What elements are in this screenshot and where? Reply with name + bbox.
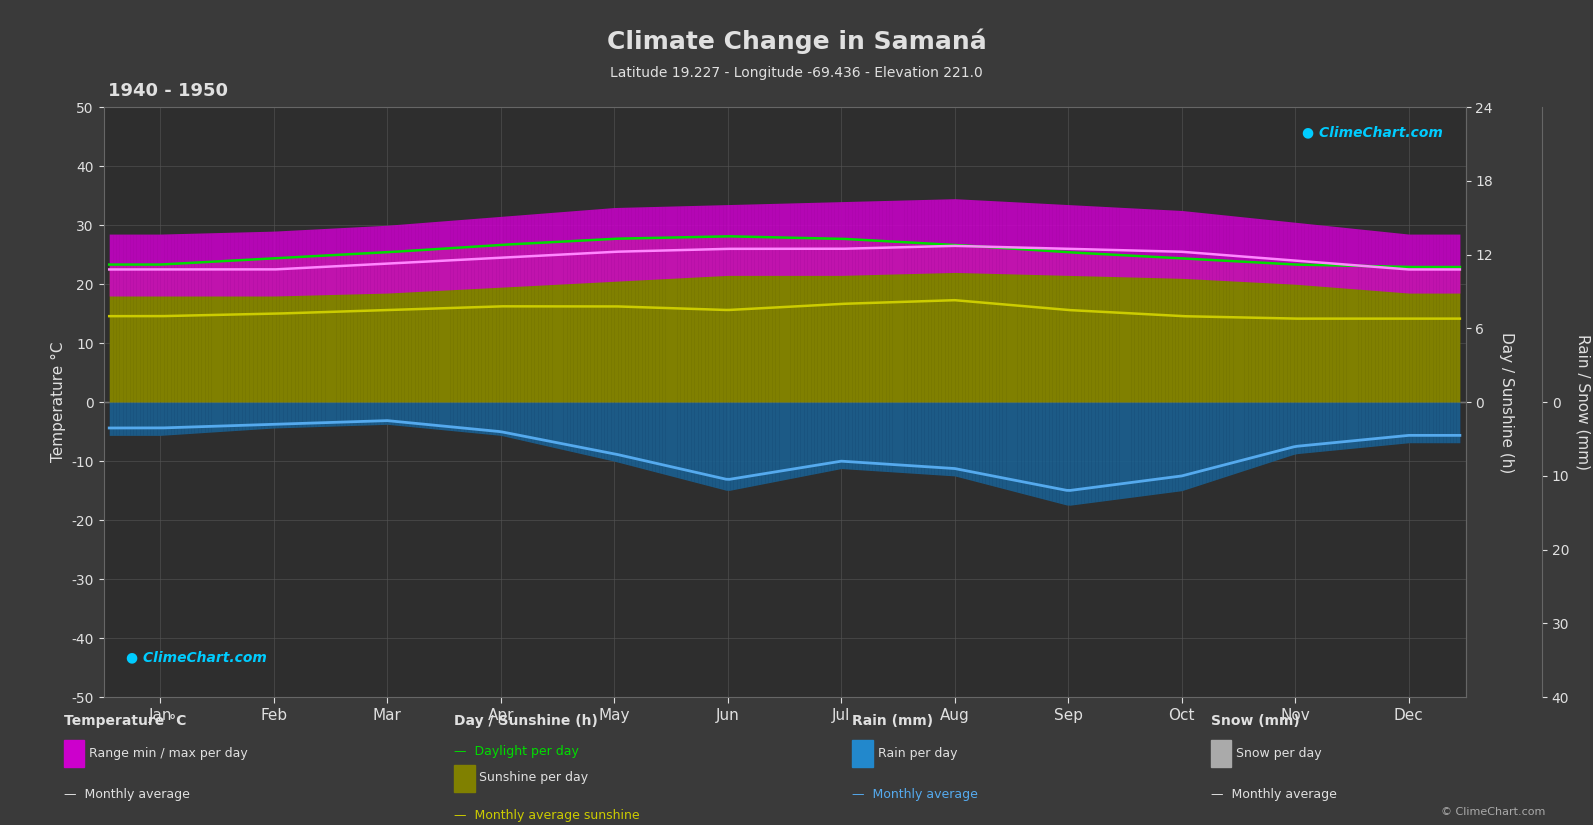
Text: Sunshine per day: Sunshine per day [479,771,589,785]
Text: —  Monthly average sunshine: — Monthly average sunshine [454,808,640,822]
Text: Temperature °C: Temperature °C [64,714,186,728]
Text: Rain (mm): Rain (mm) [852,714,933,728]
Text: —  Monthly average: — Monthly average [64,788,190,801]
Text: Range min / max per day: Range min / max per day [89,747,249,760]
Text: Rain per day: Rain per day [878,747,957,760]
Text: Latitude 19.227 - Longitude -69.436 - Elevation 221.0: Latitude 19.227 - Longitude -69.436 - El… [610,66,983,80]
Text: Snow (mm): Snow (mm) [1211,714,1300,728]
Text: Day / Sunshine (h): Day / Sunshine (h) [454,714,597,728]
Text: Climate Change in Samaná: Climate Change in Samaná [607,29,986,54]
Text: ● ClimeChart.com: ● ClimeChart.com [1301,125,1443,139]
Y-axis label: Temperature °C: Temperature °C [51,342,65,463]
Text: © ClimeChart.com: © ClimeChart.com [1440,807,1545,817]
Text: —  Monthly average: — Monthly average [1211,788,1337,801]
Y-axis label: Rain / Snow (mm): Rain / Snow (mm) [1575,334,1590,470]
Text: 1940 - 1950: 1940 - 1950 [108,82,228,101]
Text: —  Monthly average: — Monthly average [852,788,978,801]
Text: ● ClimeChart.com: ● ClimeChart.com [126,650,268,664]
Text: Snow per day: Snow per day [1236,747,1322,760]
Text: —  Daylight per day: — Daylight per day [454,745,578,758]
Y-axis label: Day / Sunshine (h): Day / Sunshine (h) [1499,332,1513,473]
